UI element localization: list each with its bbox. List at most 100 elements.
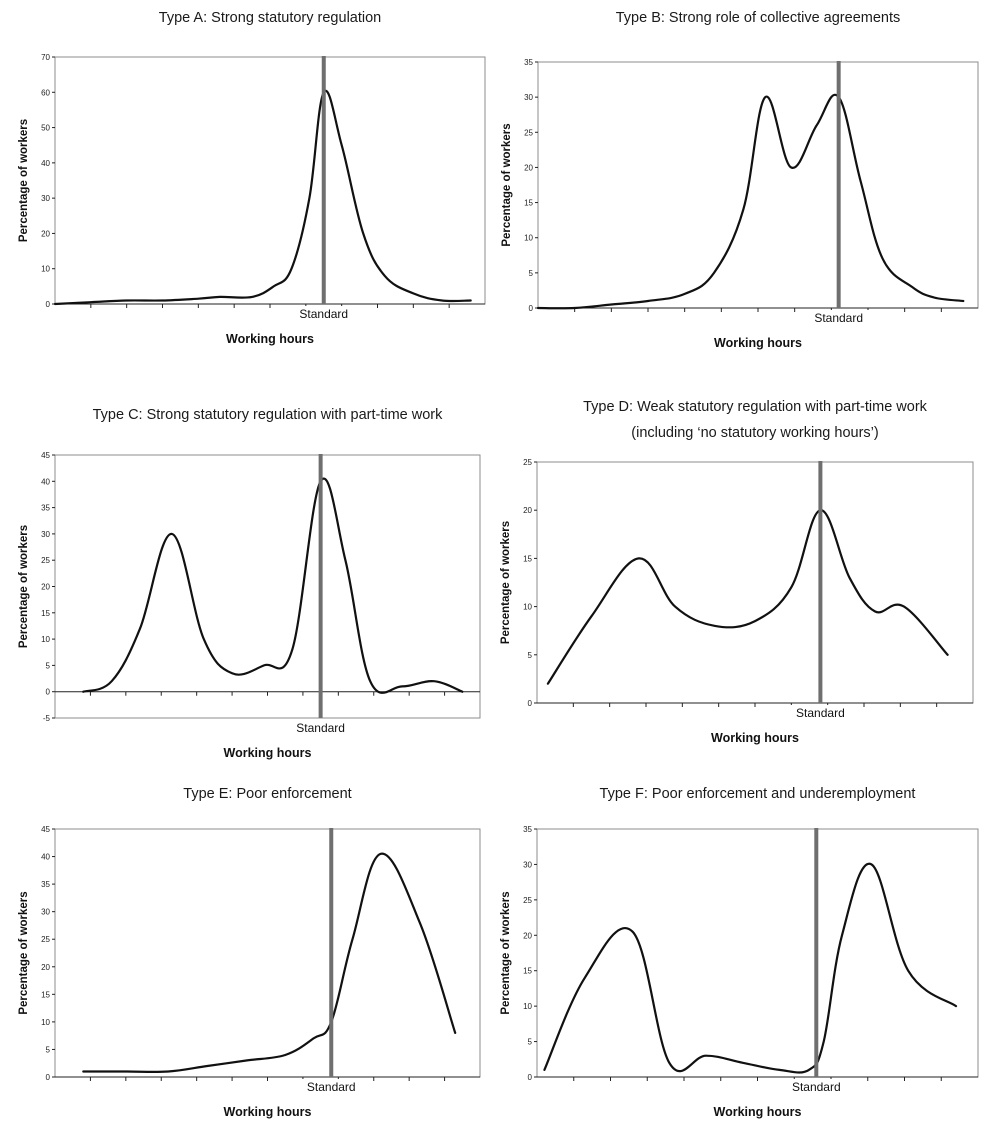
x-axis-label: Working hours [224, 746, 312, 760]
y-tick-label: 40 [41, 853, 50, 862]
standard-label: Standard [299, 307, 348, 321]
x-axis-label: Working hours [711, 731, 799, 745]
chart-panel-type-e: Type E: Poor enforcement 0 5 10 15 20 25 30 35 40… [0, 756, 493, 1134]
y-tick-label: 30 [523, 860, 532, 869]
y-tick-label: 5 [528, 651, 533, 660]
standard-label: Standard [296, 721, 345, 735]
chart-svg: Type B: Strong role of collective agreem… [501, 10, 979, 350]
y-tick-label: 25 [41, 935, 50, 944]
y-tick-label: 20 [41, 963, 50, 972]
y-tick-label: 0 [46, 300, 51, 309]
plot-area [536, 828, 979, 1078]
y-tick-label: 10 [41, 635, 50, 644]
chart-title: Type B: Strong role of collective agreem… [616, 10, 901, 26]
plot-area [54, 56, 486, 305]
plot-area [537, 61, 979, 309]
chart-title: Type F: Poor enforcement and underemploy… [600, 786, 916, 802]
y-tick-label: 15 [524, 199, 533, 208]
y-tick-label: 30 [524, 93, 533, 102]
y-axis-label: Percentage of workers [18, 891, 30, 1014]
y-tick-label: -5 [43, 714, 51, 723]
chart-title: Type D: Weak statutory regulation with p… [583, 399, 928, 415]
chart-svg: Type A: Strong statutory regulation 0 10 20… [18, 10, 486, 346]
y-tick-label: 35 [41, 504, 50, 513]
chart-subtitle: (including ‘no statutory working hours’) [631, 425, 878, 441]
standard-label: Standard [792, 1080, 841, 1094]
y-tick-label: 20 [523, 506, 532, 515]
y-tick-label: 5 [528, 1038, 533, 1047]
chart-svg: Type F: Poor enforcement and underemploy… [500, 786, 979, 1119]
chart-panel-type-f: Type F: Poor enforcement and underemploy… [493, 756, 986, 1134]
y-tick-label: 30 [41, 908, 50, 917]
y-tick-label: 40 [41, 477, 50, 486]
y-axis-label: Percentage of workers [18, 525, 30, 648]
standard-label: Standard [307, 1080, 356, 1094]
y-tick-label: 20 [41, 583, 50, 592]
y-tick-label: 25 [524, 128, 533, 137]
standard-label: Standard [796, 706, 845, 720]
y-tick-label: 15 [41, 990, 50, 999]
standard-label-bg [288, 720, 353, 735]
y-tick-label: 0 [46, 1073, 51, 1082]
standard-label-bg [291, 306, 356, 321]
series-line [546, 509, 949, 685]
plot-area [54, 828, 481, 1078]
series-line [536, 93, 965, 310]
y-tick-label: 70 [41, 53, 50, 62]
y-tick-label: 35 [523, 825, 532, 834]
x-axis-label: Working hours [224, 1105, 312, 1119]
x-axis-label: Working hours [714, 336, 802, 350]
y-axis-label: Percentage of workers [18, 119, 30, 242]
y-tick-label: 0 [528, 1073, 533, 1082]
y-tick-label: 15 [523, 967, 532, 976]
standard-label-bg [299, 1079, 364, 1094]
y-tick-label: 20 [41, 229, 50, 238]
y-tick-label: 5 [529, 269, 534, 278]
y-tick-label: 35 [41, 880, 50, 889]
series-line [53, 89, 472, 306]
standard-label-bg [806, 310, 871, 325]
y-tick-label: 5 [46, 661, 51, 670]
y-tick-label: 10 [41, 265, 50, 274]
y-tick-label: 0 [529, 304, 534, 313]
chart-panel-type-d: Type D: Weak statutory regulation with p… [493, 378, 986, 756]
y-axis-label: Percentage of workers [500, 891, 512, 1014]
chart-panel-type-b: Type B: Strong role of collective agreem… [493, 0, 986, 378]
y-tick-label: 45 [41, 451, 50, 460]
y-tick-label: 10 [523, 1002, 532, 1011]
chart-panel-type-a: Type A: Strong statutory regulation 0 10 20… [0, 0, 493, 378]
y-tick-label: 30 [41, 530, 50, 539]
x-axis-label: Working hours [226, 332, 314, 346]
y-tick-label: 5 [46, 1045, 51, 1054]
series-line [82, 852, 457, 1074]
y-tick-label: 15 [523, 554, 532, 563]
y-tick-label: 0 [528, 699, 533, 708]
chart-svg: Type D: Weak statutory regulation with p… [500, 399, 974, 745]
chart-title: Type C: Strong statutory regulation with… [93, 407, 444, 423]
y-tick-label: 20 [523, 931, 532, 940]
y-tick-label: 35 [524, 58, 533, 67]
y-tick-label: 60 [41, 88, 50, 97]
standard-label: Standard [814, 311, 863, 325]
chart-svg: Type C: Strong statutory regulation with… [18, 407, 481, 760]
y-tick-label: 50 [41, 124, 50, 133]
plot-area [536, 461, 974, 704]
y-tick-label: 0 [46, 688, 51, 697]
y-tick-label: 25 [41, 556, 50, 565]
plot-area [54, 454, 481, 719]
series-line [543, 862, 958, 1074]
y-tick-label: 45 [41, 825, 50, 834]
y-tick-label: 30 [41, 194, 50, 203]
chart-title: Type E: Poor enforcement [183, 786, 351, 802]
series-line [82, 477, 464, 694]
y-tick-label: 25 [523, 458, 532, 467]
y-axis-label: Percentage of workers [501, 123, 513, 246]
standard-label-bg [784, 1079, 849, 1094]
standard-label-bg [788, 705, 853, 720]
y-tick-label: 40 [41, 159, 50, 168]
y-tick-label: 10 [523, 603, 532, 612]
chart-svg: Type E: Poor enforcement 0 5 10 15 20 25 30 35 40… [18, 786, 481, 1119]
y-tick-label: 15 [41, 609, 50, 618]
y-axis-label: Percentage of workers [500, 521, 512, 644]
y-tick-label: 10 [524, 234, 533, 243]
